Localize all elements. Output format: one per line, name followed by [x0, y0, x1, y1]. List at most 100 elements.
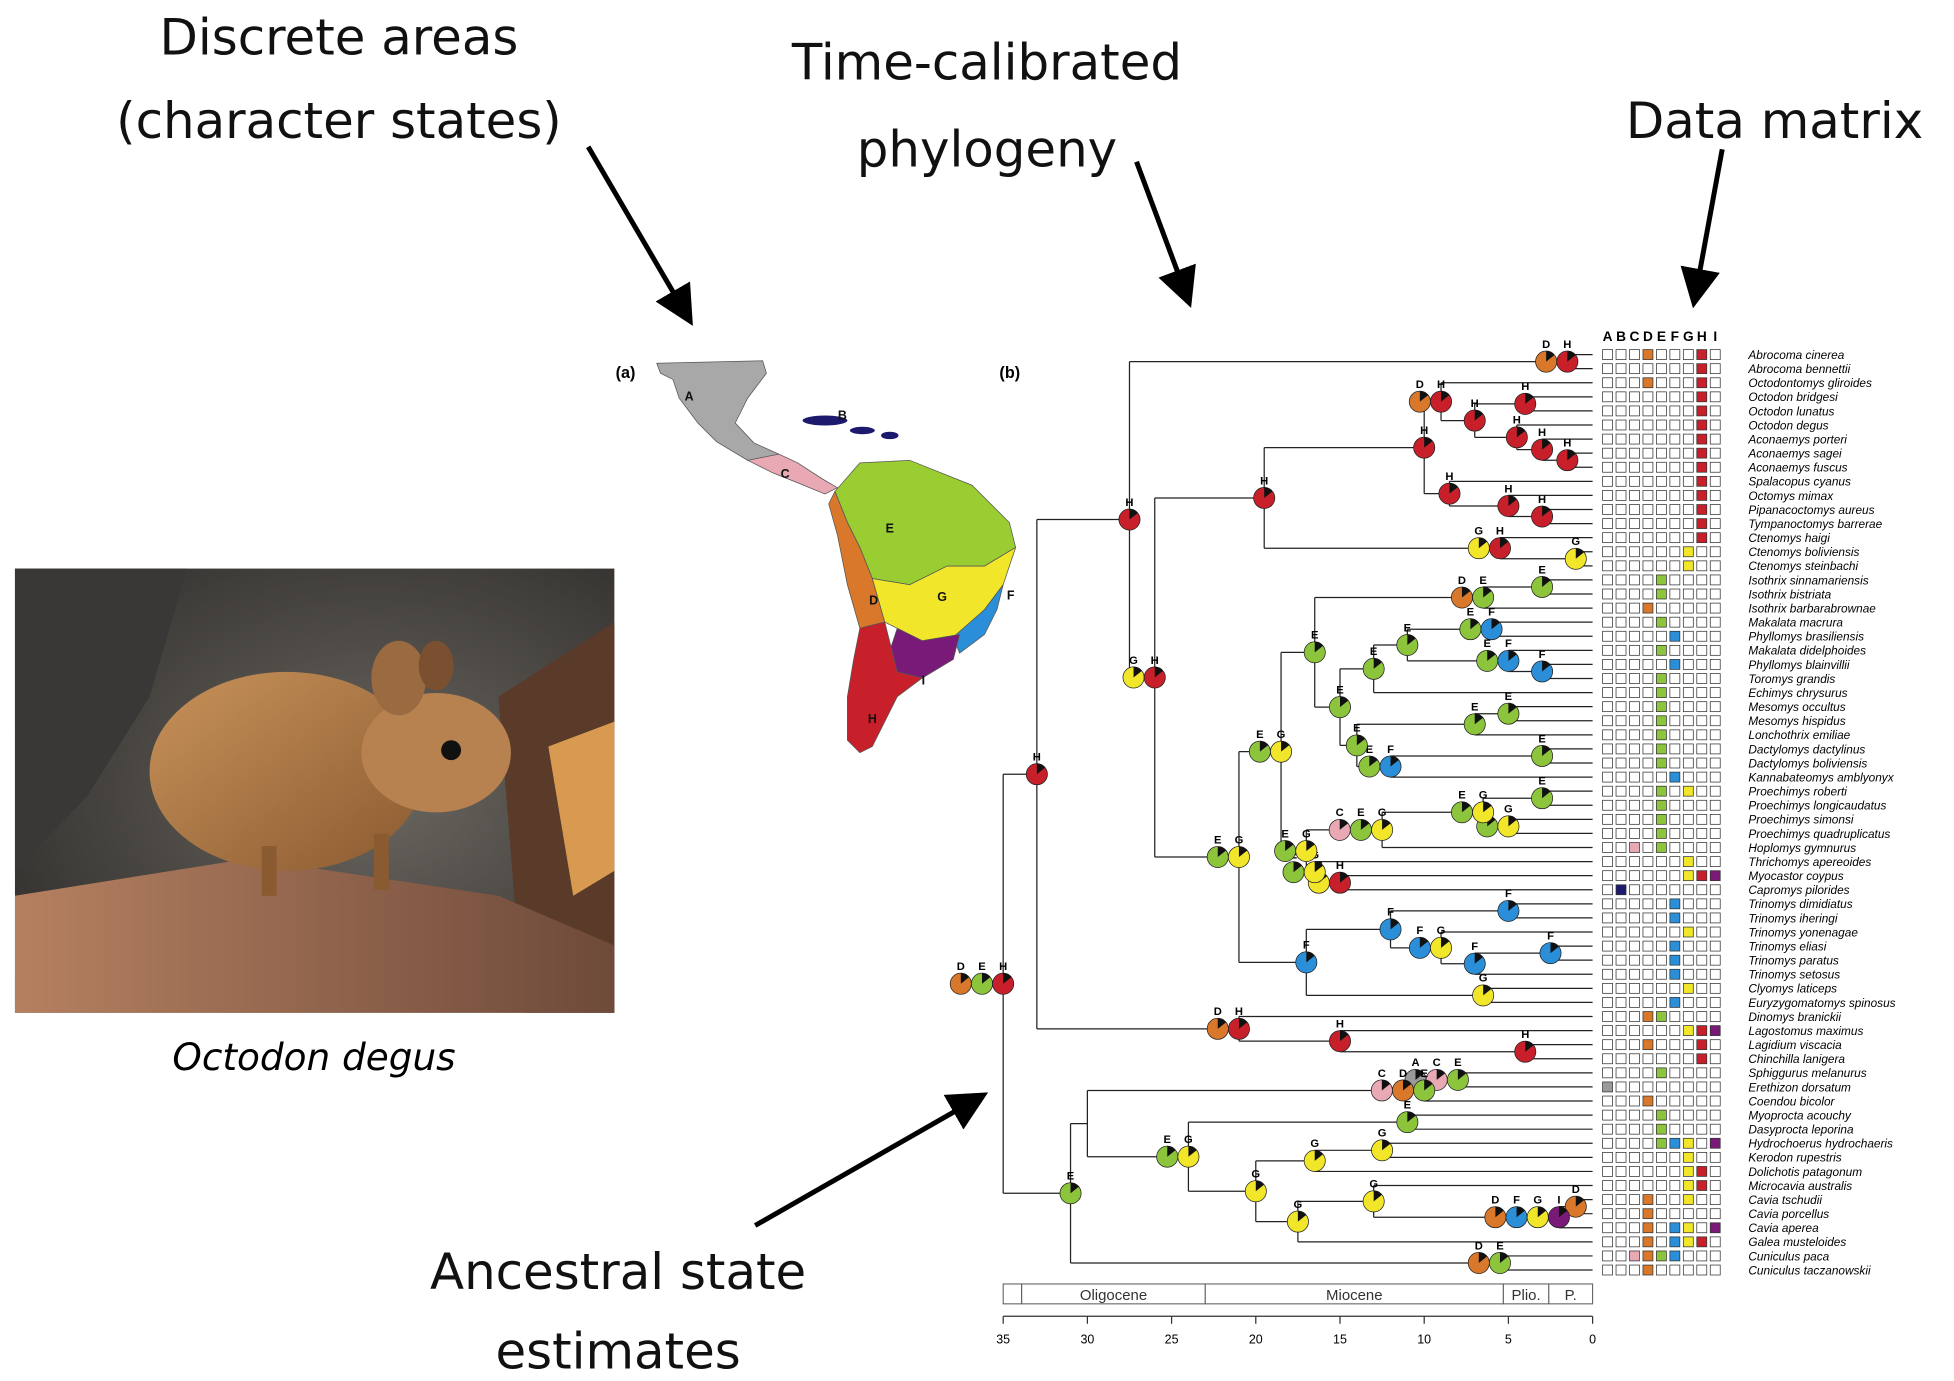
matrix-cell — [1643, 490, 1653, 500]
matrix-cell — [1670, 758, 1680, 768]
matrix-cell — [1683, 800, 1693, 810]
matrix-cell — [1683, 1265, 1693, 1275]
annotation: (character states) — [116, 92, 562, 150]
matrix-cell — [1616, 1040, 1626, 1050]
matrix-cell — [1643, 519, 1653, 529]
species-name: Echimys chrysurus — [1748, 686, 1847, 700]
matrix-cell — [1603, 1152, 1613, 1162]
matrix-cell — [1603, 378, 1613, 388]
matrix-cell — [1643, 997, 1653, 1007]
matrix-cell — [1643, 758, 1653, 768]
matrix-cell — [1616, 1012, 1626, 1022]
matrix-cell — [1616, 476, 1626, 486]
matrix-cell — [1697, 434, 1707, 444]
state-label: H — [1151, 655, 1159, 667]
state-label: C — [1336, 807, 1344, 819]
matrix-cell — [1616, 786, 1626, 796]
matrix-cell — [1670, 674, 1680, 684]
matrix-cell — [1683, 899, 1693, 909]
matrix-cell — [1603, 631, 1613, 641]
map-label: I — [922, 673, 925, 687]
matrix-cell — [1670, 969, 1680, 979]
species-name: Lagostomus maximus — [1748, 1024, 1863, 1038]
matrix-cell — [1603, 871, 1613, 881]
matrix-cell — [1670, 1152, 1680, 1162]
matrix-cell — [1670, 716, 1680, 726]
species-name: Abrocoma bennettii — [1747, 362, 1850, 376]
matrix-cell — [1603, 533, 1613, 543]
matrix-cell — [1710, 871, 1720, 881]
state-label: E — [1420, 1068, 1428, 1080]
state-label: E — [1483, 638, 1491, 650]
matrix-cell — [1603, 899, 1613, 909]
state-label: F — [1488, 607, 1495, 619]
matrix-cell — [1697, 955, 1707, 965]
matrix-cell — [1643, 702, 1653, 712]
matrix-cell — [1603, 575, 1613, 585]
species-name: Hoplomys gymnurus — [1748, 841, 1856, 855]
matrix-cell — [1656, 645, 1666, 655]
matrix-cell — [1697, 913, 1707, 923]
state-label: E — [1214, 834, 1222, 846]
matrix-cell — [1683, 350, 1693, 360]
state-label: G — [1129, 655, 1138, 667]
matrix-cell — [1603, 843, 1613, 853]
state-label: E — [1458, 790, 1466, 802]
matrix-cell — [1616, 955, 1626, 965]
matrix-cell — [1629, 1110, 1639, 1120]
matrix-cell — [1603, 490, 1613, 500]
species-name: Isothrix barbarabrownae — [1748, 601, 1876, 615]
matrix-cell — [1643, 969, 1653, 979]
matrix-cell — [1697, 350, 1707, 360]
matrix-cell — [1616, 814, 1626, 824]
matrix-cell — [1616, 744, 1626, 754]
matrix-cell — [1643, 871, 1653, 881]
matrix-cell — [1603, 1096, 1613, 1106]
matrix-cell — [1670, 885, 1680, 895]
state-label: E — [1538, 564, 1546, 576]
matrix-cell — [1616, 688, 1626, 698]
map-label: A — [685, 390, 694, 404]
species-name: Chinchilla lanigera — [1748, 1052, 1845, 1066]
matrix-cell — [1710, 533, 1720, 543]
matrix-cell — [1710, 1152, 1720, 1162]
matrix-cell — [1629, 674, 1639, 684]
matrix-cell — [1603, 913, 1613, 923]
matrix-cell — [1629, 533, 1639, 543]
matrix-cell — [1656, 814, 1666, 824]
species-name: Lagidium viscacia — [1748, 1038, 1842, 1052]
x-tick-label: 10 — [1417, 1333, 1431, 1347]
matrix-cell — [1616, 1181, 1626, 1191]
matrix-cell — [1670, 688, 1680, 698]
matrix-cell — [1710, 702, 1720, 712]
matrix-cell — [1683, 603, 1693, 613]
matrix-cell — [1629, 420, 1639, 430]
matrix-cell — [1656, 913, 1666, 923]
matrix-cell — [1656, 983, 1666, 993]
matrix-cell — [1603, 589, 1613, 599]
matrix-cell — [1643, 843, 1653, 853]
matrix-cell — [1670, 547, 1680, 557]
annotation: Discrete areas — [160, 9, 519, 67]
species-name: Cavia tschudii — [1748, 1193, 1822, 1207]
matrix-cell — [1656, 800, 1666, 810]
matrix-cell — [1656, 659, 1666, 669]
state-label: G — [1277, 729, 1286, 741]
matrix-cell — [1697, 941, 1707, 951]
state-label: F — [1387, 744, 1394, 756]
state-label: D — [957, 961, 965, 973]
matrix-cell — [1656, 1054, 1666, 1064]
matrix-cell — [1683, 688, 1693, 698]
state-label: F — [1539, 649, 1546, 661]
matrix-cell — [1683, 519, 1693, 529]
matrix-cell — [1629, 969, 1639, 979]
matrix-cell — [1629, 1082, 1639, 1092]
matrix-cell — [1697, 533, 1707, 543]
matrix-cell — [1656, 589, 1666, 599]
matrix-cell — [1643, 857, 1653, 867]
matrix-cell — [1603, 462, 1613, 472]
x-tick-label: 20 — [1249, 1333, 1263, 1347]
matrix-cell — [1643, 476, 1653, 486]
annotation: Time-calibrated — [791, 34, 1182, 92]
matrix-cell — [1683, 462, 1693, 472]
